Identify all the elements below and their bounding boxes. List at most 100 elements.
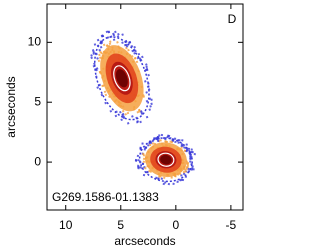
noise-dot [142, 157, 146, 161]
noise-dot [141, 142, 144, 145]
noise-dot [145, 91, 148, 94]
source-contour [113, 65, 131, 92]
plot-frame [46, 3, 244, 211]
noise-dot [92, 52, 96, 55]
noise-dot [109, 109, 113, 113]
noise-dot [126, 122, 130, 125]
noise-dot [180, 146, 183, 149]
noise-dot [190, 148, 193, 151]
noise-dot [147, 73, 150, 77]
noise-dot [121, 109, 125, 113]
noise-dot [121, 112, 125, 116]
noise-dot [136, 120, 139, 124]
noise-dot [93, 43, 97, 46]
noise-dot [136, 110, 140, 114]
noise-dot [158, 134, 161, 137]
noise-dot [138, 108, 141, 112]
noise-dot [104, 101, 107, 105]
noise-dot [185, 149, 188, 153]
noise-dot [148, 108, 151, 111]
x-tick-label: 10 [59, 218, 73, 232]
noise-dot [145, 63, 148, 66]
noise-dot [134, 159, 138, 162]
noise-dot [106, 44, 109, 48]
noise-dot [149, 105, 152, 108]
noise-dot [90, 56, 93, 60]
noise-dot [119, 110, 122, 114]
source [90, 30, 153, 125]
noise-dot [133, 52, 136, 55]
x-tick-label: 5 [117, 218, 124, 232]
noise-dot [184, 170, 187, 173]
noise-dot [139, 120, 142, 124]
noise-dot [99, 50, 102, 54]
source-level [160, 154, 172, 165]
noise-dot [182, 170, 186, 174]
panel-label: D [228, 12, 237, 26]
noise-dot [190, 150, 193, 154]
noise-dot [133, 45, 136, 49]
noise-dot [160, 177, 163, 180]
noise-dot [102, 43, 106, 47]
x-axis-label: arcseconds [114, 234, 175, 248]
noise-dot [137, 167, 140, 170]
noise-dot [185, 143, 188, 146]
noise-dot [137, 164, 140, 167]
noise-dot [114, 30, 117, 34]
noise-dot [189, 157, 192, 161]
noise-dot [176, 180, 179, 183]
noise-dot [109, 40, 112, 43]
noise-dot [96, 57, 99, 60]
noise-dot [187, 167, 190, 171]
noise-dot [179, 179, 182, 182]
noise-dot [157, 177, 160, 180]
noise-dot [150, 98, 153, 102]
noise-dot [126, 111, 130, 115]
noise-dot [174, 140, 177, 144]
noise-dot [121, 33, 124, 36]
marks [90, 30, 196, 186]
noise-dot [112, 38, 116, 41]
y-tick-label: 10 [28, 34, 42, 48]
noise-dot [144, 166, 147, 170]
noise-dot [105, 30, 109, 34]
source [134, 133, 196, 186]
noise-dot [167, 182, 171, 186]
noise-dot [183, 149, 187, 152]
noise-dot [181, 139, 184, 142]
noise-dot [112, 33, 116, 37]
noise-dot [149, 141, 153, 145]
noise-dot [125, 45, 129, 48]
noise-dot [139, 166, 142, 169]
noise-dot [163, 176, 166, 179]
noise-dot [145, 65, 148, 69]
y-tick-label: 0 [34, 154, 41, 168]
noise-dot [156, 139, 160, 142]
noise-dot [95, 67, 99, 70]
noise-dot [170, 176, 173, 179]
noise-dot [121, 41, 124, 44]
noise-dot [137, 52, 141, 56]
noise-dot [116, 41, 119, 44]
noise-dot [184, 146, 187, 150]
noise-dot [125, 46, 128, 50]
noise-dot [151, 142, 155, 145]
noise-dot [128, 41, 131, 44]
noise-dot [96, 86, 99, 89]
noise-dot [142, 152, 145, 156]
noise-dot [180, 144, 183, 148]
noise-dot [114, 114, 118, 118]
annotation: G269.1586-01.1383 [52, 190, 159, 204]
noise-dot [177, 141, 180, 144]
noise-dot [108, 42, 112, 46]
noise-dot [98, 53, 101, 57]
noise-dot [124, 112, 127, 116]
noise-dot [172, 182, 175, 186]
noise-dot [139, 110, 143, 113]
source-outline [138, 137, 193, 183]
noise-dot [135, 60, 139, 64]
source-level [115, 69, 128, 88]
noise-dot [144, 80, 147, 83]
noise-dot [99, 45, 103, 49]
noise-dot [141, 55, 144, 59]
